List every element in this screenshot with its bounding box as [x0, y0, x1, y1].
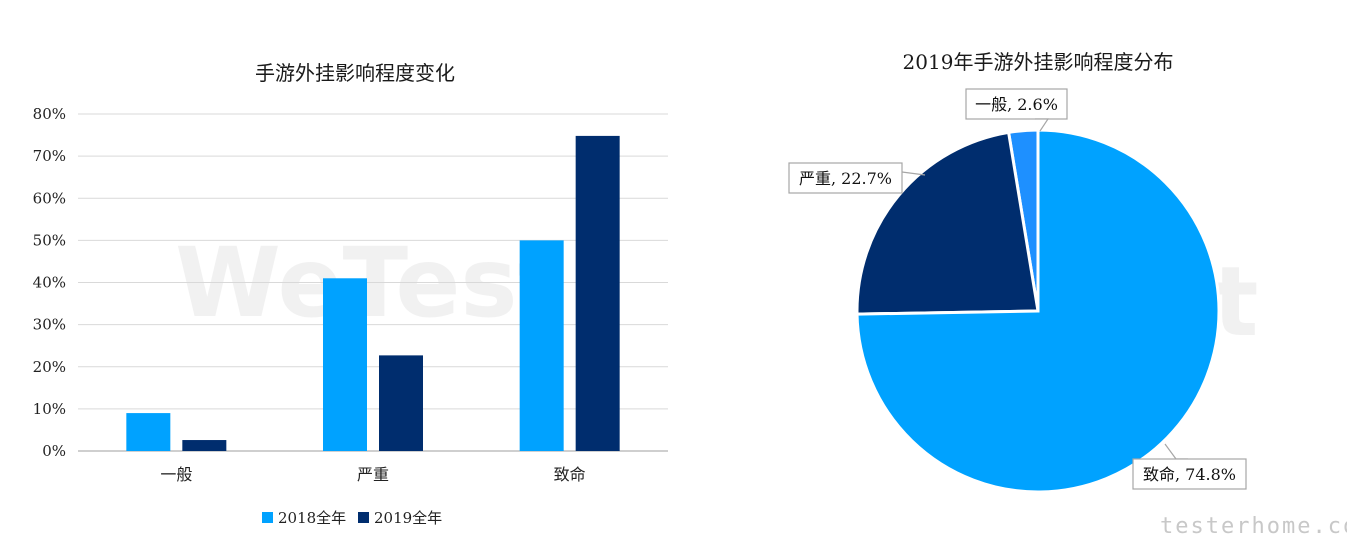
bar-2019-0: [182, 440, 227, 451]
y-tick-label: 10%: [33, 400, 66, 418]
legend-swatch-2019: [358, 512, 369, 523]
pie-chart-title: 2019年手游外挂影响程度分布: [903, 50, 1174, 74]
pie-callout-normal: 一般, 2.6%: [965, 88, 1068, 132]
callout-label-fatal: 致命, 74.8%: [1143, 465, 1236, 484]
pie-slice-serious: [855, 130, 1040, 316]
bar-2018-2: [519, 240, 564, 451]
y-tick-label: 80%: [33, 105, 66, 123]
callout-pointer-fatal: [1164, 443, 1188, 460]
y-tick-label: 20%: [33, 358, 66, 376]
pie-chart: 2019年手游外挂影响程度分布 一般, 2.6% 严重, 22.7% 致命, 7…: [788, 50, 1247, 494]
bar-2019-2: [575, 135, 620, 451]
callout-label-normal: 一般, 2.6%: [975, 95, 1058, 114]
y-tick-label: 70%: [33, 147, 66, 165]
y-tick-label: 60%: [33, 189, 66, 207]
callout-box-normal: [965, 88, 1068, 120]
legend-label-2019: 2019全年: [374, 509, 442, 527]
legend-label-2018: 2018全年: [278, 509, 346, 527]
bar-gridlines: [78, 113, 668, 452]
callout-pointer-normal: [1035, 118, 1050, 132]
bar-y-tick-labels: 0% 10% 20% 30% 40% 50% 60% 70% 80%: [33, 105, 66, 460]
callout-box-fatal: [1132, 458, 1247, 490]
bar-2018-1: [323, 278, 367, 451]
bar-marks: [126, 135, 620, 451]
y-tick-label: 50%: [33, 231, 66, 249]
pie-slice-fatal: [855, 128, 1221, 494]
pie-slices: [855, 128, 1221, 494]
pie-callout-fatal: 致命, 74.8%: [1132, 443, 1247, 490]
bar-2018-0: [126, 413, 171, 451]
callout-box-serious: [788, 162, 903, 194]
legend-swatch-2018: [262, 512, 273, 523]
y-tick-label: 30%: [33, 316, 66, 334]
x-category-label: 一般: [160, 465, 192, 484]
callout-label-serious: 严重, 22.7%: [799, 169, 892, 188]
watermark-corner: testerhome.com: [1160, 514, 1347, 539]
callout-pointer-serious: [901, 171, 926, 176]
bar-chart-title: 手游外挂影响程度变化: [255, 61, 455, 85]
x-category-label: 严重: [357, 465, 389, 484]
y-tick-label: 0%: [42, 442, 66, 460]
pie-callout-serious: 严重, 22.7%: [788, 162, 926, 194]
y-tick-label: 40%: [33, 274, 66, 292]
bar-legend: 2018全年 2019全年: [262, 509, 442, 527]
bar-category-labels: 一般 严重 致命: [160, 465, 585, 484]
bar-chart: 手游外挂影响程度变化 0% 10% 20% 30% 40% 50% 60% 70% 80% 一般…: [33, 61, 668, 527]
x-category-label: 致命: [554, 465, 586, 484]
bar-2019-1: [379, 355, 423, 451]
